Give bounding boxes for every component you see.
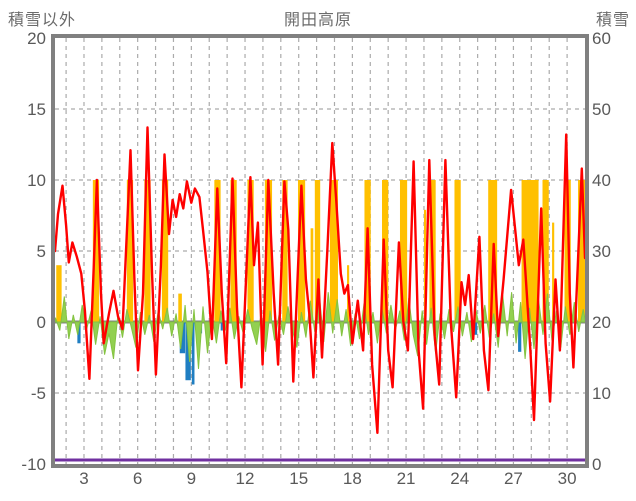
sunshine-bar [126, 180, 134, 322]
temperature-line [55, 126, 585, 434]
sunshine-bar [454, 180, 461, 322]
y-axis-tick-right: 30 [592, 242, 611, 261]
sunshine-bar [423, 209, 427, 322]
y-axis-tick-left: 20 [27, 29, 46, 48]
precip-bar [518, 322, 522, 352]
x-axis-tick: 30 [557, 469, 577, 488]
y-axis-tick-right: 60 [592, 29, 611, 48]
y-axis-tick-right: 50 [592, 100, 611, 119]
y-axis-tick-right: 20 [592, 313, 611, 332]
y-axis-tick-right: 0 [592, 455, 602, 474]
sunshine-bar [92, 180, 100, 322]
x-axis-tick: 18 [342, 469, 362, 488]
y-axis-tick-left: 5 [36, 242, 46, 261]
sunshine-bar [264, 180, 273, 322]
y-axis-tick-right: 10 [592, 384, 611, 403]
y-axis-tick-left: 10 [27, 171, 46, 190]
sunshine-bar [329, 180, 338, 322]
sunshine-bar [230, 180, 237, 322]
sunshine-bar [542, 180, 549, 322]
y-axis-tick-left: -5 [30, 384, 46, 403]
y-axis-tick-left: 15 [27, 100, 46, 119]
right-axis-title: 積雪 [595, 12, 630, 29]
sunshine-bar [144, 180, 151, 322]
sunshine-bar [214, 180, 221, 322]
x-axis-tick: 15 [289, 469, 309, 488]
x-axis-tick: 24 [450, 469, 470, 488]
sunshine-bar [282, 180, 288, 322]
sunshine-bar [310, 228, 314, 322]
x-axis-tick: 27 [503, 469, 523, 488]
sunshine-bar [552, 222, 555, 322]
precip-bar [185, 322, 191, 381]
x-axis-tick: 6 [132, 469, 143, 488]
chart-title: 開田高原 [283, 12, 352, 29]
sunshine-bar [247, 180, 254, 322]
precip-bar [179, 322, 186, 354]
sunshine-bar [399, 180, 408, 322]
x-axis-tick: 21 [396, 469, 416, 488]
y-axis-tick-left: -10 [21, 455, 46, 474]
sunshine-bar [161, 180, 169, 322]
precip-bar [220, 322, 223, 331]
sunshine-bar [56, 265, 62, 322]
sunshine-bar [297, 180, 306, 322]
precip-bar [77, 322, 81, 344]
left-axis-title: 積雪以外 [8, 12, 77, 29]
y-axis-tick-left: 0 [36, 313, 46, 332]
sunshine-bar [178, 293, 182, 322]
precip-bar [474, 322, 478, 335]
x-axis-tick: 12 [235, 469, 255, 488]
sunshine-bar [314, 180, 321, 322]
y-axis-tick-right: 40 [592, 171, 611, 190]
precip-bar [191, 322, 195, 385]
plot-area [55, 38, 585, 464]
sunshine-bar [578, 180, 585, 322]
x-axis-tick: 9 [186, 469, 197, 488]
x-axis-tick: 3 [79, 469, 89, 488]
